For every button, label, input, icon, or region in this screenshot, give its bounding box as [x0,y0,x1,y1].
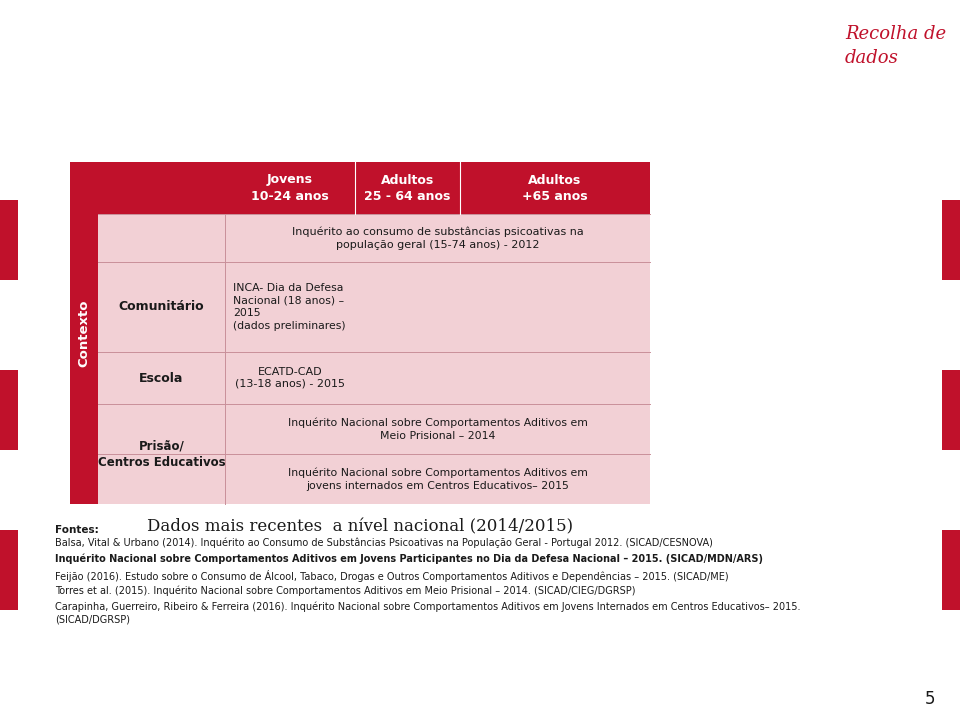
FancyBboxPatch shape [225,162,650,214]
FancyBboxPatch shape [942,370,960,450]
Text: ECATD-CAD
(13-18 anos) - 2015: ECATD-CAD (13-18 anos) - 2015 [235,367,345,389]
Text: Contexto: Contexto [78,300,90,366]
Text: Inquérito Nacional sobre Comportamentos Aditivos em Jovens Participantes no Dia : Inquérito Nacional sobre Comportamentos … [55,554,763,564]
FancyBboxPatch shape [70,162,98,504]
Text: Inquérito Nacional sobre Comportamentos Aditivos em
Meio Prisional – 2014: Inquérito Nacional sobre Comportamentos … [288,418,588,441]
Text: Adultos
+65 anos: Adultos +65 anos [522,174,588,202]
FancyBboxPatch shape [0,530,18,610]
FancyBboxPatch shape [98,162,225,214]
Text: Prisão/
Centros Educativos: Prisão/ Centros Educativos [98,439,226,469]
Text: Dados mais recentes  a nível nacional (2014/2015): Dados mais recentes a nível nacional (20… [147,518,573,535]
Text: Recolha de
dados: Recolha de dados [845,25,947,67]
Text: Inquérito ao consumo de substâncias psicoativas na
população geral (15-74 anos) : Inquérito ao consumo de substâncias psic… [292,226,584,250]
Text: Balsa, Vital & Urbano (2014). Inquérito ao Consumo de Substâncias Psicoativas na: Balsa, Vital & Urbano (2014). Inquérito … [55,538,713,549]
FancyBboxPatch shape [942,530,960,610]
Text: Inquérito Nacional sobre Comportamentos Aditivos em
jovens internados em Centros: Inquérito Nacional sobre Comportamentos … [288,467,588,490]
Text: Feijão (2016). Estudo sobre o Consumo de Álcool, Tabaco, Drogas e Outros Comport: Feijão (2016). Estudo sobre o Consumo de… [55,570,729,582]
Text: Carapinha, Guerreiro, Ribeiro & Ferreira (2016). Inquérito Nacional sobre Compor: Carapinha, Guerreiro, Ribeiro & Ferreira… [55,602,801,624]
FancyBboxPatch shape [942,200,960,280]
Text: INCA- Dia da Defesa
Nacional (18 anos) –
2015
(dados preliminares): INCA- Dia da Defesa Nacional (18 anos) –… [233,283,346,331]
FancyBboxPatch shape [0,370,18,450]
FancyBboxPatch shape [70,162,650,504]
Text: Jovens
10-24 anos: Jovens 10-24 anos [252,174,329,202]
Text: Adultos
25 - 64 anos: Adultos 25 - 64 anos [364,174,450,202]
Text: Escola: Escola [139,372,183,384]
Text: Torres et al. (2015). Inquérito Nacional sobre Comportamentos Aditivos em Meio P: Torres et al. (2015). Inquérito Nacional… [55,586,636,596]
FancyBboxPatch shape [0,200,18,280]
Text: Comunitário: Comunitário [119,300,204,313]
Text: 5: 5 [924,690,935,708]
Text: Fontes:: Fontes: [55,525,99,535]
